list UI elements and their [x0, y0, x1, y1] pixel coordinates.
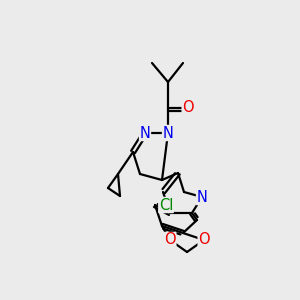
Text: N: N [163, 125, 173, 140]
Text: O: O [182, 100, 194, 116]
Text: Cl: Cl [159, 197, 173, 212]
Text: O: O [164, 232, 176, 247]
Text: N: N [196, 190, 207, 205]
Text: N: N [140, 125, 150, 140]
Text: O: O [198, 232, 210, 247]
